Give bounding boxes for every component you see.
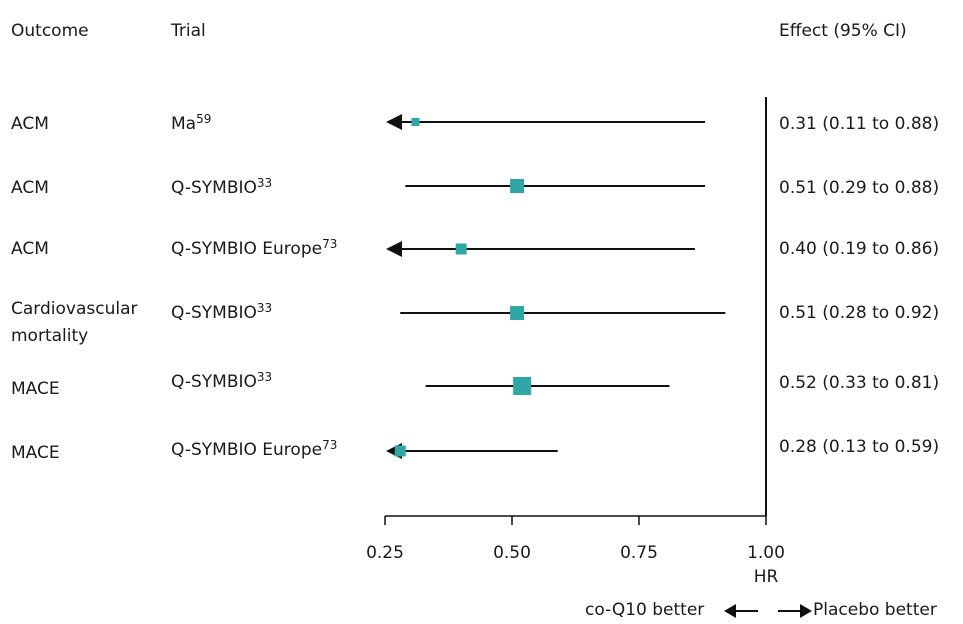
trial-name: Q-SYMBIO Europe <box>171 440 323 460</box>
x-tick-label: 0.25 <box>366 543 404 563</box>
point-estimate-marker <box>455 243 467 255</box>
row-effect: 0.28 (0.13 to 0.59) <box>779 437 940 457</box>
favours-right-label: Placebo better <box>813 600 937 620</box>
x-tick-label: 0.75 <box>620 543 658 563</box>
trial-name: Q-SYMBIO <box>171 303 257 323</box>
row-trial: Q-SYMBIO33 <box>171 176 273 199</box>
favours-left-label: co-Q10 better <box>585 600 705 620</box>
ci-arrow-left <box>386 114 402 130</box>
trial-reference: 73 <box>322 438 338 452</box>
ci-arrow-left <box>386 241 402 257</box>
point-estimate-marker <box>513 377 532 395</box>
point-estimate-marker <box>394 445 406 457</box>
row-trial: Q-SYMBIO Europe73 <box>171 438 338 461</box>
row-trial: Q-SYMBIO33 <box>171 301 273 324</box>
right-arrow-icon <box>778 604 812 618</box>
row-effect: 0.51 (0.29 to 0.88) <box>779 178 940 198</box>
row-outcome: ACM <box>11 239 49 259</box>
outcome-column-header: Outcome <box>11 21 89 41</box>
trial-reference: 73 <box>322 237 338 251</box>
trial-name: Ma <box>171 114 197 134</box>
row-trial: Q-SYMBIO Europe73 <box>171 237 338 260</box>
point-estimate-marker <box>510 179 525 193</box>
trial-name: Q-SYMBIO <box>171 178 257 198</box>
point-estimate-marker <box>510 306 525 320</box>
row-outcome-line2: mortality <box>11 326 89 346</box>
x-tick-label: 1.00 <box>747 543 785 563</box>
trial-reference: 33 <box>256 370 273 384</box>
row-outcome: ACM <box>11 178 49 198</box>
trial-name: Q-SYMBIO Europe <box>171 239 323 259</box>
left-arrow-icon <box>724 604 758 618</box>
trial-reference: 33 <box>256 301 273 315</box>
trial-reference: 59 <box>196 112 212 126</box>
row-effect: 0.52 (0.33 to 0.81) <box>779 373 940 393</box>
trial-column-header: Trial <box>171 21 206 41</box>
x-axis-label: HR <box>754 567 779 587</box>
row-outcome: MACE <box>11 443 60 463</box>
point-estimate-marker <box>411 118 420 126</box>
row-outcome: MACE <box>11 379 60 399</box>
row-trial: Ma59 <box>171 112 212 135</box>
row-trial: Q-SYMBIO33 <box>171 370 273 393</box>
row-outcome: ACM <box>11 114 49 134</box>
trial-name: Q-SYMBIO <box>171 372 257 392</box>
effect-column-header: Effect (95% CI) <box>779 21 907 41</box>
row-effect: 0.31 (0.11 to 0.88) <box>779 114 940 134</box>
row-outcome: Cardiovascular <box>11 299 138 319</box>
trial-reference: 33 <box>256 176 273 190</box>
row-effect: 0.40 (0.19 to 0.86) <box>779 239 940 259</box>
x-tick-label: 0.50 <box>493 543 531 563</box>
row-effect: 0.51 (0.28 to 0.92) <box>779 303 940 323</box>
